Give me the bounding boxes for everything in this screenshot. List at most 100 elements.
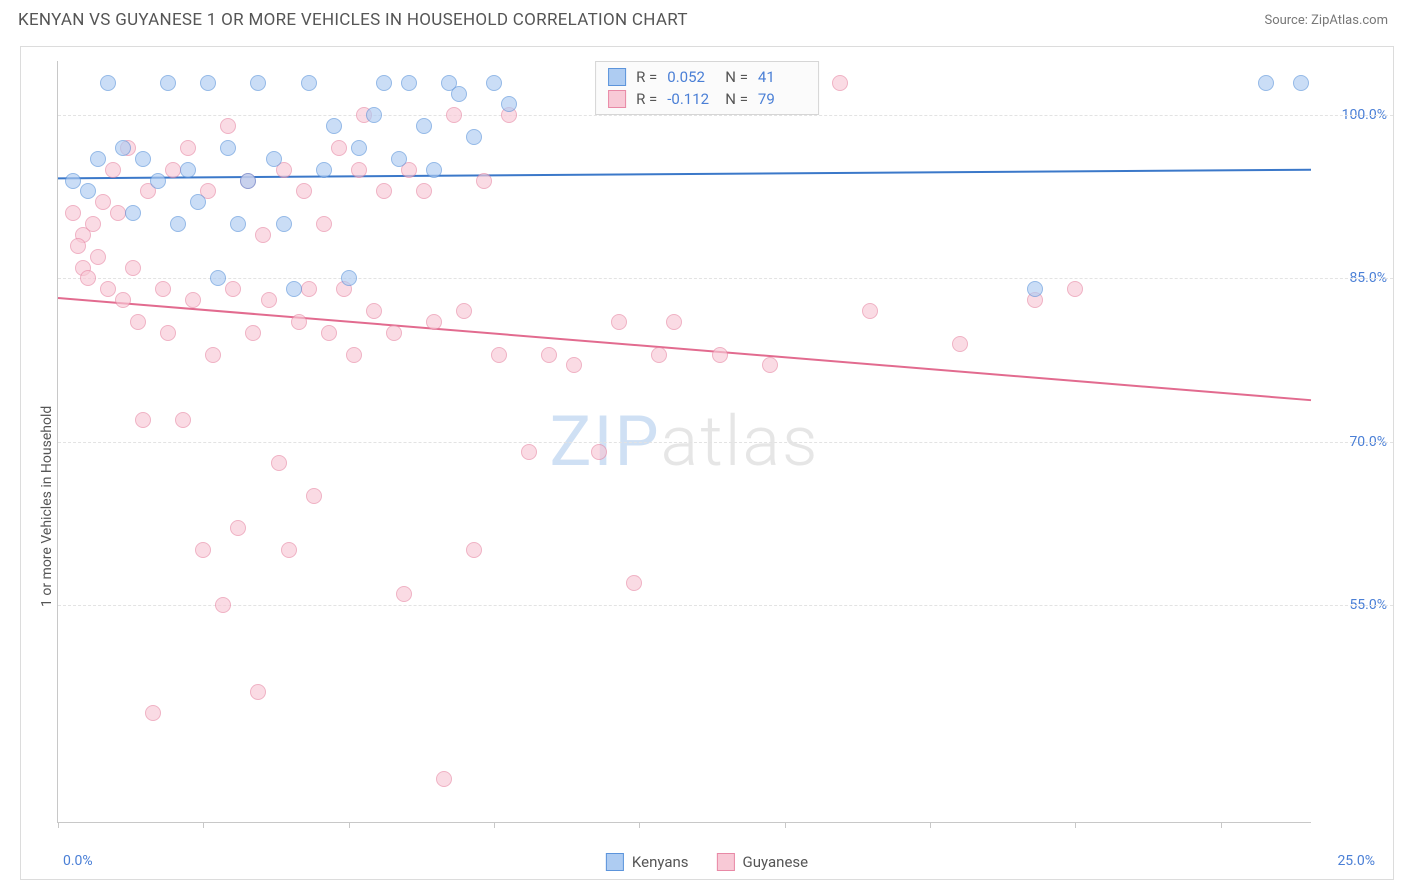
data-point-guyanese [321,325,337,341]
gridline [58,278,1393,279]
stats-row-guyanese: R = -0.112 N = 79 [608,88,806,110]
data-point-guyanese [626,575,642,591]
n-label: N = [725,68,748,86]
data-point-guyanese [230,520,246,536]
data-point-guyanese [105,162,121,178]
data-point-guyanese [666,314,682,330]
data-point-guyanese [135,412,151,428]
data-point-guyanese [225,281,241,297]
data-point-guyanese [466,542,482,558]
data-point-kenyans [401,75,417,91]
data-point-guyanese [416,183,432,199]
y-axis-label: 1 or more Vehicles in Household [39,406,55,607]
data-point-guyanese [952,336,968,352]
kenyans-r-value: 0.052 [667,68,715,86]
data-point-kenyans [65,173,81,189]
legend: Kenyans Guyanese [606,853,808,871]
guyanese-n-value: 79 [758,90,806,108]
data-point-guyanese [145,705,161,721]
chart-container: 1 or more Vehicles in Household ZIPatlas… [20,46,1394,880]
data-point-guyanese [125,260,141,276]
data-point-guyanese [446,107,462,123]
data-point-kenyans [170,216,186,232]
data-point-kenyans [200,75,216,91]
data-point-kenyans [276,216,292,232]
data-point-kenyans [115,140,131,156]
guyanese-swatch [608,90,626,108]
data-point-kenyans [160,75,176,91]
data-point-guyanese [95,194,111,210]
legend-label: Guyanese [743,853,809,871]
data-point-kenyans [190,194,206,210]
data-point-kenyans [416,118,432,134]
data-point-guyanese [316,216,332,232]
data-point-guyanese [165,162,181,178]
data-point-guyanese [862,303,878,319]
guyanese-r-value: -0.112 [667,90,715,108]
data-point-kenyans [316,162,332,178]
data-point-kenyans [1258,75,1274,91]
source-attribution: Source: ZipAtlas.com [1264,13,1388,28]
data-point-guyanese [115,292,131,308]
x-tick [1075,822,1076,828]
data-point-guyanese [220,118,236,134]
data-point-guyanese [291,314,307,330]
legend-item-guyanese: Guyanese [717,853,809,871]
x-tick [203,822,204,828]
data-point-guyanese [712,347,728,363]
data-point-kenyans [486,75,502,91]
x-tick [349,822,350,828]
data-point-guyanese [386,325,402,341]
x-tick [785,822,786,828]
data-point-kenyans [391,151,407,167]
data-point-kenyans [366,107,382,123]
data-point-kenyans [210,270,226,286]
data-point-guyanese [180,140,196,156]
data-point-guyanese [611,314,627,330]
data-point-guyanese [110,205,126,221]
data-point-kenyans [240,173,256,189]
data-point-guyanese [80,270,96,286]
data-point-guyanese [85,216,101,232]
data-point-kenyans [326,118,342,134]
data-point-kenyans [286,281,302,297]
data-point-kenyans [351,140,367,156]
data-point-guyanese [90,249,106,265]
data-point-guyanese [832,75,848,91]
data-point-guyanese [160,325,176,341]
data-point-kenyans [150,173,166,189]
data-point-kenyans [426,162,442,178]
data-point-guyanese [426,314,442,330]
data-point-kenyans [250,75,266,91]
data-point-guyanese [215,597,231,613]
data-point-guyanese [130,314,146,330]
data-point-guyanese [651,347,667,363]
x-tick [1221,822,1222,828]
data-point-kenyans [100,75,116,91]
x-tick [930,822,931,828]
r-label: R = [636,68,657,86]
data-point-guyanese [491,347,507,363]
data-point-guyanese [396,586,412,602]
data-point-kenyans [301,75,317,91]
data-point-guyanese [541,347,557,363]
data-point-guyanese [261,292,277,308]
data-point-guyanese [70,238,86,254]
data-point-kenyans [266,151,282,167]
data-point-kenyans [501,96,517,112]
data-point-kenyans [376,75,392,91]
gridline [58,605,1393,606]
x-tick [494,822,495,828]
data-point-guyanese [255,227,271,243]
data-point-guyanese [376,183,392,199]
x-tick [58,822,59,828]
plot-area: ZIPatlas 100.0%85.0%70.0%55.0% [57,61,1311,823]
data-point-guyanese [205,347,221,363]
data-point-guyanese [476,173,492,189]
legend-label: Kenyans [632,853,689,871]
data-point-guyanese [65,205,81,221]
data-point-kenyans [1293,75,1309,91]
data-point-kenyans [90,151,106,167]
n-label: N = [725,90,748,108]
data-point-guyanese [351,162,367,178]
